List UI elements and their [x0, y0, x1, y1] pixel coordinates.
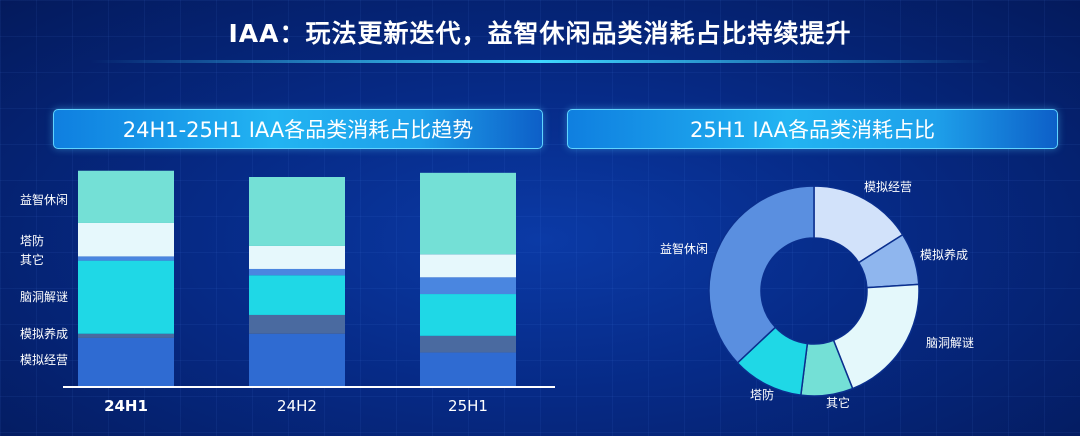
bar-chart-title: 24H1-25H1 IAA各品类消耗占比趋势 — [53, 109, 543, 149]
title-underline — [90, 60, 990, 63]
bar-legend-label: 益智休闲 — [20, 192, 68, 207]
bar-segment-24h1-1 — [78, 333, 174, 338]
bar-segment-24h1-0 — [78, 337, 174, 386]
donut-chart-title: 25H1 IAA各品类消耗占比 — [567, 109, 1058, 149]
donut-slice-label: 其它 — [826, 395, 850, 410]
bar-segment-25h1-5 — [420, 172, 516, 255]
bar-legend-label: 塔防 — [20, 233, 44, 248]
bar-segment-25h1-2 — [420, 294, 516, 336]
bar-segment-24h1-5 — [78, 170, 174, 223]
donut-slice-label: 益智休闲 — [660, 241, 708, 256]
bar-legend-label: 其它 — [20, 252, 44, 267]
bar-segment-25h1-0 — [420, 352, 516, 386]
donut-slice — [708, 185, 815, 364]
page-title: IAA：玩法更新迭代，益智休闲品类消耗占比持续提升 — [228, 19, 852, 48]
bar-segment-25h1-4 — [420, 254, 516, 278]
bar-segment-25h1-1 — [420, 335, 516, 353]
bar-segment-25h1-3 — [420, 277, 516, 295]
x-tick-label: 25H1 — [448, 397, 488, 415]
bar-segment-24h2-2 — [249, 275, 345, 315]
bar-legend-label: 模拟经营 — [20, 353, 68, 367]
donut-slice-label: 脑洞解谜 — [926, 336, 974, 350]
x-tick-label: 24H2 — [277, 397, 317, 415]
bar-segment-24h2-1 — [249, 314, 345, 334]
donut-slice — [832, 283, 920, 390]
bar-legend-label: 脑洞解谜 — [20, 290, 68, 304]
bar-segment-24h2-0 — [249, 333, 345, 386]
bar-legend-label: 模拟养成 — [20, 326, 68, 341]
bar-segment-24h2-4 — [249, 245, 345, 269]
bar-segment-24h2-5 — [249, 177, 345, 246]
bar-segment-24h1-3 — [78, 256, 174, 261]
x-tick-label: 24H1 — [104, 397, 148, 415]
donut-slice-label: 模拟养成 — [920, 247, 968, 262]
bar-segment-24h1-4 — [78, 222, 174, 257]
bar-segment-24h1-2 — [78, 260, 174, 334]
donut-slice-label: 塔防 — [750, 387, 774, 402]
bar-segment-24h2-3 — [249, 268, 345, 276]
stacked-bar-chart: 24H1 24H2 25H1 模拟经营 模拟养成 脑洞解谜 其它 塔防 益智休闲 — [20, 170, 516, 415]
donut-slice-label: 模拟经营 — [864, 180, 912, 194]
